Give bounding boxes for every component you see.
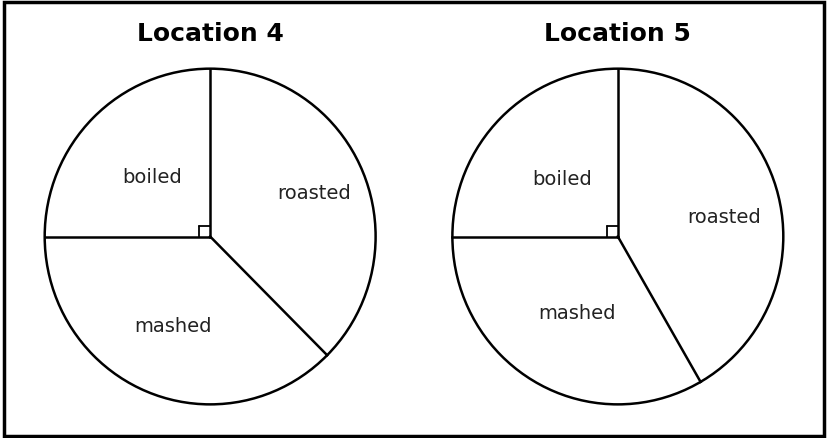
Text: roasted: roasted: [686, 208, 760, 227]
Text: boiled: boiled: [531, 170, 590, 189]
Text: boiled: boiled: [122, 168, 181, 187]
Title: Location 5: Location 5: [543, 22, 691, 46]
Text: mashed: mashed: [134, 317, 211, 336]
Text: mashed: mashed: [538, 304, 615, 323]
Text: roasted: roasted: [277, 184, 351, 203]
Title: Location 4: Location 4: [136, 22, 284, 46]
